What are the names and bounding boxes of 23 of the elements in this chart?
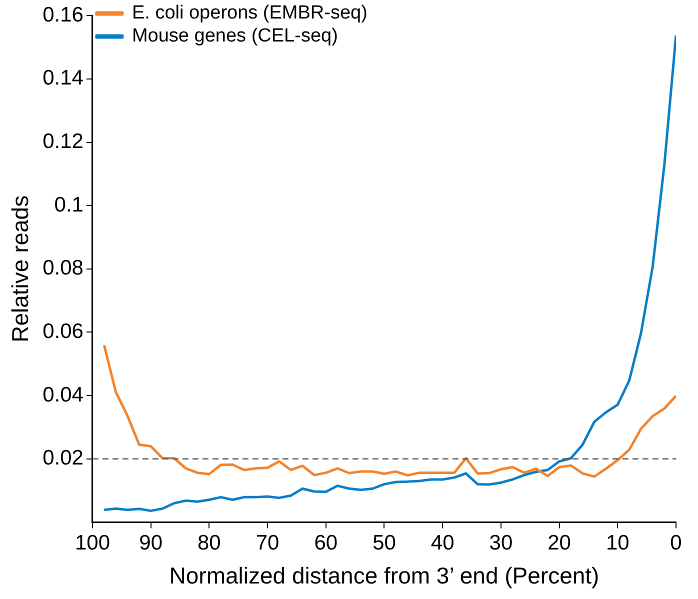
y-tick-label: 0.04 [42, 383, 84, 406]
x-tick-label: 90 [139, 532, 163, 555]
y-tick-label: 0.16 [42, 3, 84, 26]
y-tick-label: 0.02 [42, 446, 84, 470]
x-tick-label: 10 [606, 532, 630, 555]
y-tick-label: 0.14 [42, 66, 84, 90]
y-tick-label: 0.12 [42, 130, 84, 154]
x-tick-label: 30 [489, 532, 513, 555]
y-axis-title: Relative reads [7, 195, 34, 342]
x-tick-label: 70 [256, 532, 280, 555]
legend-label: Mouse genes (CEL-seq) [132, 26, 338, 47]
x-axis-title: Normalized distance from 3’ end (Percent) [169, 562, 600, 589]
legend-label: E. coli operons (EMBR-seq) [132, 2, 368, 24]
x-tick-label: 80 [198, 532, 221, 555]
y-tick-label: 0.06 [42, 320, 84, 344]
x-tick-label: 60 [314, 532, 338, 555]
y-tick-label: 0.08 [42, 256, 84, 280]
x-tick-label: 50 [372, 532, 396, 555]
x-tick-label: 20 [548, 532, 571, 555]
x-tick-label: 40 [430, 532, 454, 555]
x-tick-label: 100 [74, 532, 110, 555]
x-tick-label: 0 [670, 532, 682, 555]
y-tick-label: 0.1 [54, 193, 84, 216]
